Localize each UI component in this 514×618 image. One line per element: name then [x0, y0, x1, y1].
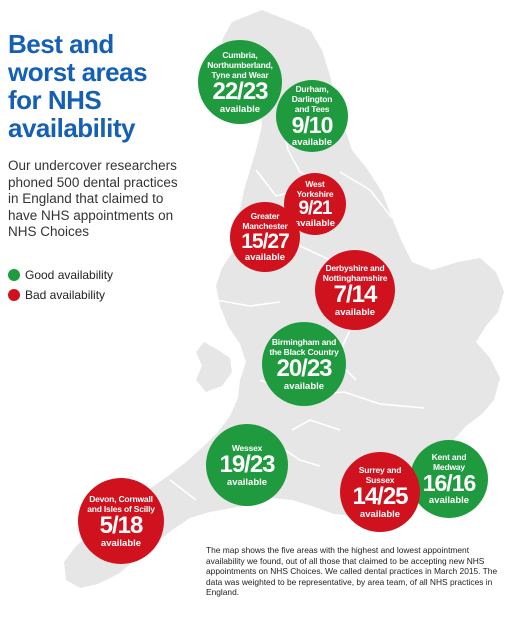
legend-bad: Bad availability — [8, 288, 113, 302]
area-name: Devon, Cornwall and Isles of Scilly — [87, 493, 155, 514]
area-value: 15/27 — [241, 230, 290, 253]
area-bubble-cumbria: Cumbria, Northumberland, Tyne and Wear 2… — [198, 40, 282, 124]
area-name: Birmingham and the Black Country — [269, 336, 339, 357]
green-dot-icon — [8, 269, 20, 281]
area-available-label: available — [359, 508, 401, 520]
area-value: 20/23 — [276, 354, 332, 382]
methodology-note: The map shows the five areas with the hi… — [206, 545, 498, 597]
area-value: 19/23 — [219, 450, 275, 478]
page-title: Best and worst areas for NHS availabilit… — [8, 30, 178, 142]
title-line-4: availability — [8, 113, 135, 143]
area-available-label: available — [226, 476, 268, 488]
area-value: 14/25 — [352, 482, 408, 510]
area-available-label: available — [244, 252, 286, 263]
area-bubble-surrey: Surrey and Sussex 14/25 available — [340, 452, 420, 532]
area-bubble-wessex: Wessex 19/23 available — [206, 424, 288, 506]
legend: Good availability Bad availability — [8, 268, 113, 308]
title-line-1: Best and — [8, 29, 114, 59]
red-dot-icon — [8, 289, 20, 301]
area-bubble-birmingham: Birmingham and the Black Country 20/23 a… — [262, 322, 346, 406]
area-bubble-kent: Kent and Medway 16/16 available — [410, 440, 488, 518]
area-available-label: available — [428, 495, 470, 506]
area-bubble-devon: Devon, Cornwall and Isles of Scilly 5/18… — [78, 478, 164, 564]
area-available-label: available — [291, 137, 333, 148]
title-line-3: for NHS — [8, 85, 102, 115]
area-value: 16/16 — [422, 470, 477, 496]
legend-bad-label: Bad availability — [25, 288, 106, 302]
area-available-label: available — [283, 380, 325, 392]
area-name: Greater Manchester — [242, 211, 288, 231]
area-name: Kent and Medway — [431, 452, 467, 472]
area-bubble-derbyshire: Derbyshire and Nottinghamshire 7/14 avai… — [315, 250, 395, 330]
area-bubble-durham: Durham, Darlington and Tees 9/10 availab… — [276, 80, 348, 152]
title-line-2: worst areas — [8, 57, 148, 87]
area-bubble-greater-manchester: Greater Manchester 15/27 available — [230, 202, 300, 272]
area-available-label: available — [100, 537, 142, 549]
area-value: 9/10 — [291, 112, 334, 138]
area-value: 9/21 — [298, 198, 333, 219]
legend-good-label: Good availability — [25, 268, 114, 282]
area-available-label: available — [219, 103, 261, 115]
area-available-label: available — [334, 306, 376, 318]
legend-good: Good availability — [8, 268, 113, 282]
intro-text: Our undercover researchers phoned 500 de… — [8, 158, 178, 239]
area-name: Derbyshire and Nottinghamshire — [322, 262, 388, 283]
area-name: West Yorkshire — [296, 179, 334, 199]
area-name: Cumbria, Northumberland, Tyne and Wear — [207, 49, 273, 80]
area-name: Durham, Darlington and Tees — [291, 84, 333, 114]
area-name: Wessex — [231, 442, 263, 453]
area-value: 22/23 — [212, 77, 268, 105]
area-value: 7/14 — [333, 280, 378, 308]
area-available-label: available — [294, 218, 336, 229]
area-name: Surrey and Sussex — [358, 464, 402, 485]
area-value: 5/18 — [99, 511, 144, 539]
